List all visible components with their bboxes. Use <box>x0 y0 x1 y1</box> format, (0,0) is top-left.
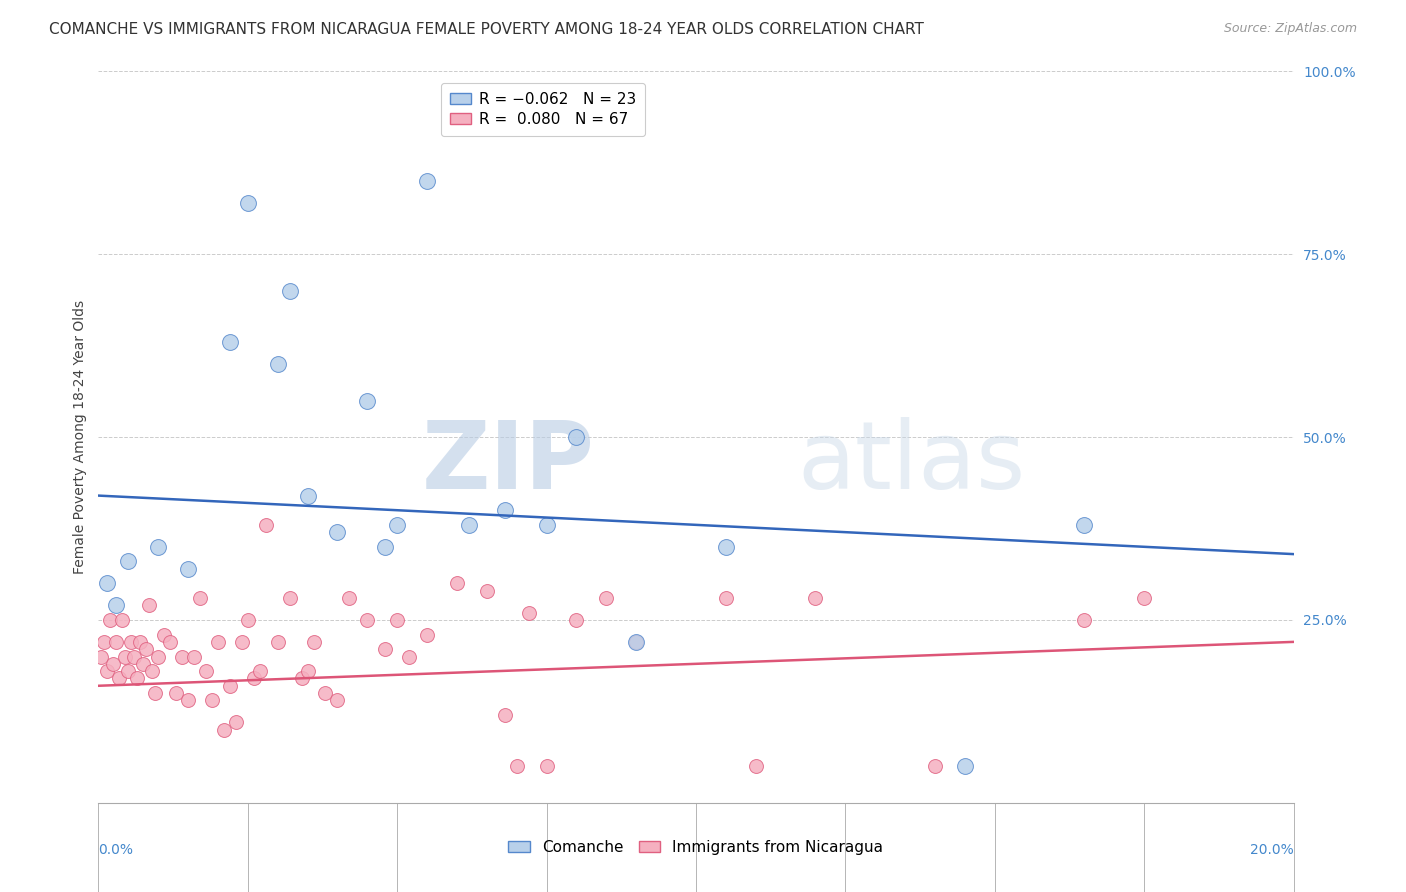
Point <box>565 613 588 627</box>
Point <box>132 657 155 671</box>
Point <box>506 759 529 773</box>
Point <box>105 599 128 613</box>
Point <box>111 613 134 627</box>
Text: 0.0%: 0.0% <box>98 843 134 857</box>
Point <box>416 627 439 641</box>
Point <box>127 672 149 686</box>
Point <box>96 664 118 678</box>
Point <box>159 635 181 649</box>
Point <box>626 635 648 649</box>
Point <box>326 525 349 540</box>
Point <box>494 503 516 517</box>
Point <box>1073 517 1095 532</box>
Point <box>356 393 378 408</box>
Text: ZIP: ZIP <box>422 417 595 508</box>
Point <box>117 554 139 568</box>
Point <box>302 635 325 649</box>
Point <box>595 591 617 605</box>
Point <box>195 664 218 678</box>
Point <box>93 635 115 649</box>
Point <box>536 517 558 532</box>
Point <box>207 635 229 649</box>
Point <box>124 649 146 664</box>
Point <box>254 517 277 532</box>
Point <box>243 672 266 686</box>
Point <box>714 591 737 605</box>
Point <box>374 540 396 554</box>
Point <box>714 540 737 554</box>
Point <box>398 649 420 664</box>
Point <box>374 642 396 657</box>
Point <box>141 664 163 678</box>
Point <box>143 686 166 700</box>
Point <box>249 664 271 678</box>
Point <box>177 562 200 576</box>
Point <box>267 635 290 649</box>
Point <box>165 686 187 700</box>
Point <box>1133 591 1156 605</box>
Point <box>536 759 558 773</box>
Point <box>148 649 170 664</box>
Point <box>90 649 112 664</box>
Point <box>120 635 142 649</box>
Point <box>188 591 211 605</box>
Point <box>626 635 648 649</box>
Point <box>1073 613 1095 627</box>
Text: 20.0%: 20.0% <box>1250 843 1294 857</box>
Point <box>565 430 588 444</box>
Point <box>291 672 314 686</box>
Text: COMANCHE VS IMMIGRANTS FROM NICARAGUA FEMALE POVERTY AMONG 18-24 YEAR OLDS CORRE: COMANCHE VS IMMIGRANTS FROM NICARAGUA FE… <box>49 22 924 37</box>
Point <box>225 715 247 730</box>
Point <box>138 599 160 613</box>
Point <box>177 693 200 707</box>
Point <box>108 672 131 686</box>
Point <box>153 627 176 641</box>
Point <box>297 489 319 503</box>
Text: atlas: atlas <box>797 417 1026 508</box>
Point <box>135 642 157 657</box>
Y-axis label: Female Poverty Among 18-24 Year Olds: Female Poverty Among 18-24 Year Olds <box>73 300 87 574</box>
Point <box>356 613 378 627</box>
Point <box>236 196 259 211</box>
Point <box>278 591 301 605</box>
Point <box>96 576 118 591</box>
Text: Source: ZipAtlas.com: Source: ZipAtlas.com <box>1223 22 1357 36</box>
Point <box>183 649 205 664</box>
Legend: Comanche, Immigrants from Nicaragua: Comanche, Immigrants from Nicaragua <box>502 834 890 861</box>
Point <box>924 759 946 773</box>
Point <box>114 649 136 664</box>
Point <box>745 759 768 773</box>
Point <box>172 649 194 664</box>
Point <box>231 635 253 649</box>
Point <box>416 174 439 188</box>
Point <box>494 708 516 723</box>
Point <box>385 517 409 532</box>
Point <box>385 613 409 627</box>
Point <box>953 759 976 773</box>
Point <box>236 613 259 627</box>
Point <box>117 664 139 678</box>
Point <box>219 679 242 693</box>
Point <box>105 635 128 649</box>
Point <box>326 693 349 707</box>
Point <box>339 591 361 605</box>
Point <box>98 613 122 627</box>
Point <box>212 723 235 737</box>
Point <box>267 357 290 371</box>
Point <box>148 540 170 554</box>
Point <box>315 686 337 700</box>
Point <box>297 664 319 678</box>
Point <box>219 334 242 349</box>
Point <box>201 693 224 707</box>
Point <box>458 517 481 532</box>
Point <box>278 284 301 298</box>
Point <box>475 583 498 598</box>
Point <box>804 591 827 605</box>
Point <box>517 606 540 620</box>
Point <box>103 657 125 671</box>
Point <box>129 635 152 649</box>
Point <box>446 576 468 591</box>
